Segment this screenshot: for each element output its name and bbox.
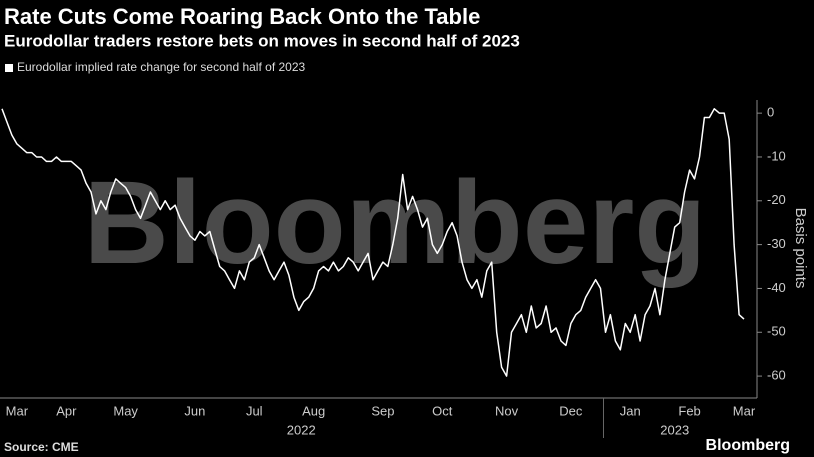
y-tick-label: -30 (767, 236, 786, 251)
x-tick-label: Apr (56, 403, 77, 418)
y-tick-label: 0 (767, 105, 774, 120)
source: Source: CME (4, 440, 79, 454)
watermark: Bloomberg (84, 157, 707, 289)
y-tick-label: -60 (767, 368, 786, 383)
legend-label: Eurodollar implied rate change for secon… (17, 60, 306, 74)
y-tick-label: -20 (767, 192, 786, 207)
x-group-label: 2022 (287, 422, 316, 437)
x-tick-label: Mar (733, 403, 756, 418)
x-tick-label: Jul (246, 403, 263, 418)
legend-swatch (5, 64, 13, 72)
x-tick-label: May (113, 403, 138, 418)
x-tick-label: Jun (184, 403, 205, 418)
data-line (1, 108, 745, 377)
x-tick-label: Dec (559, 403, 583, 418)
x-tick-label: Jan (620, 403, 641, 418)
chart-title: Rate Cuts Come Roaring Back Onto the Tab… (4, 4, 480, 29)
x-group-label: 2023 (660, 422, 689, 437)
y-axis-label: Basis points (792, 208, 809, 289)
x-tick-label: Mar (6, 403, 29, 418)
x-tick-label: Feb (678, 403, 700, 418)
chart-subtitle: Eurodollar traders restore bets on moves… (4, 31, 520, 50)
brand: Bloomberg (706, 437, 790, 454)
x-tick-label: Nov (495, 403, 519, 418)
x-tick-label: Sep (371, 403, 394, 418)
x-tick-label: Oct (432, 403, 453, 418)
x-tick-label: Aug (302, 403, 325, 418)
y-tick-label: -40 (767, 280, 786, 295)
y-tick-label: -50 (767, 324, 786, 339)
y-tick-label: -10 (767, 148, 786, 163)
